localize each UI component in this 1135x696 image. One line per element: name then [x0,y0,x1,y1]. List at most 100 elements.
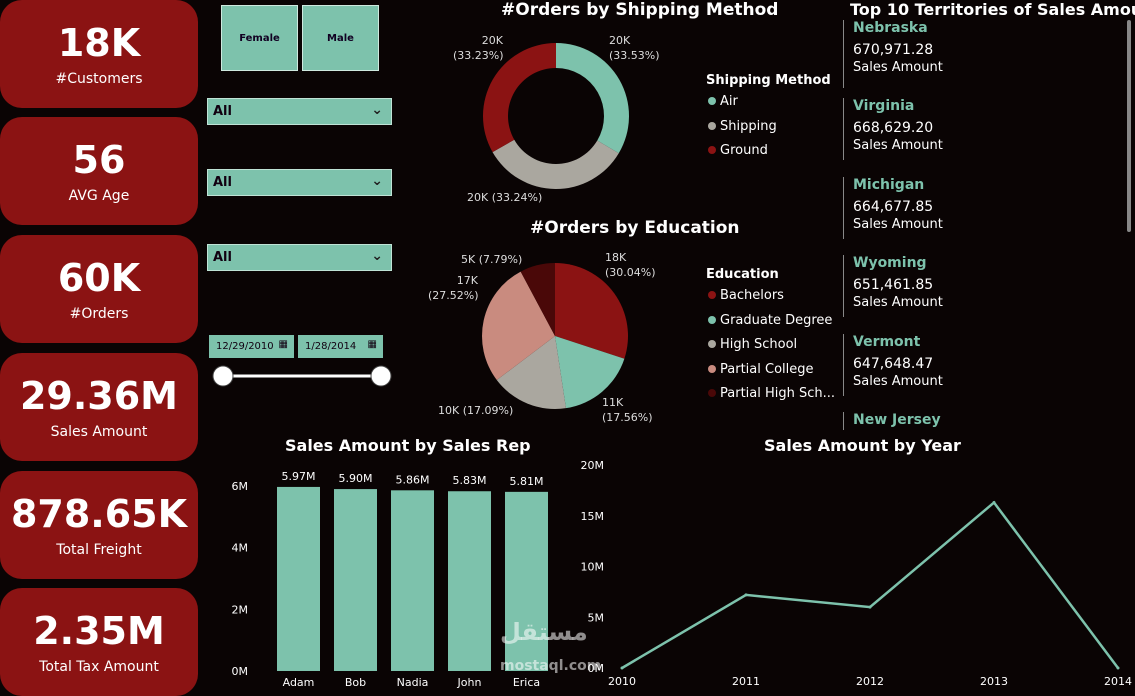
legend-item-partial-high[interactable]: Partial High Sch... [708,386,835,401]
y-tick-label: 0M [232,665,249,678]
kpi-total-freight: 878.65K Total Freight [0,471,198,579]
label-bachelors-value: 18K [605,251,627,264]
kpi-avg-age: 56 AVG Age [0,117,198,225]
slider-end-handle[interactable] [370,365,392,387]
education-chart-title: #Orders by Education [530,218,740,238]
legend-label: Partial College [720,362,814,377]
label-air-value: 20K [609,34,631,47]
territory-name: New Jersey [853,412,941,428]
slider-start-handle[interactable] [212,365,234,387]
bar-data-label: 5.81M [510,475,544,488]
filter-dropdown-2[interactable]: All ⌄ [207,169,392,196]
line-point[interactable] [620,666,624,670]
date-end-input[interactable]: 1/28/2014 ▦ [298,335,383,358]
x-tick-label: John [457,676,482,689]
legend-label: Graduate Degree [720,313,833,328]
label-ground: 20K (33.23%) [453,33,504,63]
territory-card: Vermont 647,648.47 Sales Amount [843,334,1133,396]
label-high-school: 10K (17.09%) [438,404,514,417]
label-air-pct: (33.53%) [609,49,660,62]
territories-title: Top 10 Territories of Sales Amount [850,0,1135,19]
bar-data-label: 5.90M [339,472,373,485]
bar[interactable] [391,490,434,671]
territory-sub-label: Sales Amount [853,217,943,232]
filter-dropdown-3[interactable]: All ⌄ [207,244,392,271]
date-end-value: 1/28/2014 [305,341,357,352]
x-tick-label: Bob [345,676,366,689]
kpi-total-tax: 2.35M Total Tax Amount [0,588,198,696]
legend-label: Bachelors [720,288,784,303]
bar[interactable] [448,491,491,671]
date-start-value: 12/29/2010 [216,341,274,352]
territory-name: Nebraska [853,20,928,36]
legend-item-bachelors[interactable]: Bachelors [708,288,784,303]
dropdown-value: All [213,175,232,190]
y-tick-label: 0M [588,662,605,675]
y-tick-label: 5M [588,611,605,624]
territories-scrollbar[interactable] [1127,20,1131,232]
line-point[interactable] [868,605,872,609]
legend-dot [708,316,716,324]
x-tick-label: 2011 [732,675,760,688]
legend-dot [708,291,716,299]
date-start-input[interactable]: 12/29/2010 ▦ [209,335,294,358]
territory-amount: 651,461.85 [853,277,934,293]
kpi-label: Sales Amount [50,424,148,440]
legend-item-ground[interactable]: Ground [708,143,768,158]
line-point[interactable] [744,593,748,597]
shipping-legend-title: Shipping Method [706,73,831,88]
line-point[interactable] [992,501,996,505]
legend-item-partial-college[interactable]: Partial College [708,362,814,377]
territory-name: Michigan [853,177,925,193]
calendar-icon[interactable]: ▦ [367,339,377,350]
bar[interactable] [277,486,320,671]
territory-name: Virginia [853,98,915,114]
territory-name: Wyoming [853,255,927,271]
x-tick-label: 2012 [856,675,884,688]
pie-slice-partial-high-school[interactable] [520,263,555,336]
kpi-value: 60K [57,256,141,300]
legend-item-shipping[interactable]: Shipping [708,119,777,134]
pie-slice-partial-college[interactable] [482,271,555,381]
calendar-icon[interactable]: ▦ [278,339,288,350]
date-range-slider[interactable] [205,360,400,392]
kpi-label: Total Freight [56,542,142,558]
label-graduate-value: 11K [602,396,624,409]
territory-card: New Jersey [843,412,1133,430]
bar-data-label: 5.86M [396,473,430,486]
territory-amount: 664,677.85 [853,199,934,215]
bar[interactable] [334,489,377,671]
pie-slice-graduate-degree[interactable] [555,336,625,409]
education-legend-title: Education [706,267,779,282]
label-air: 20K (33.53%) [609,33,660,63]
pie-slice-high-school[interactable] [496,336,566,409]
legend-item-graduate[interactable]: Graduate Degree [708,313,832,328]
shipping-chart-title: #Orders by Shipping Method [501,0,779,20]
bar-data-label: 5.83M [453,474,487,487]
donut-slice-air[interactable] [556,43,629,154]
territory-amount: 668,629.20 [853,120,934,136]
label-partial-high: 5K (7.79%) [461,253,523,266]
donut-slice-ground[interactable] [483,43,556,153]
kpi-label: #Orders [69,306,129,322]
label-bachelors-pct: (30.04%) [605,266,656,279]
x-tick-label: Nadia [397,676,429,689]
legend-item-high-school[interactable]: High School [708,337,797,352]
kpi-value: 29.36M [19,374,178,418]
legend-label: Partial High Sch... [720,386,836,401]
line-series[interactable] [621,500,1120,670]
y-tick-label: 15M [581,510,605,523]
pie-slice-bachelors[interactable] [555,263,628,359]
dropdown-value: All [213,104,232,119]
bar[interactable] [505,491,548,671]
gender-male-button[interactable]: Male [302,5,379,71]
legend-item-air[interactable]: Air [708,94,738,109]
filter-dropdown-1[interactable]: All ⌄ [207,98,392,125]
watermark-latin: mostaql.com [500,658,602,674]
gender-female-button[interactable]: Female [221,5,298,71]
donut-slice-shipping[interactable] [492,139,619,189]
territory-name: Vermont [853,334,921,350]
legend-dot [708,97,716,105]
line-point[interactable] [1116,666,1120,670]
label-partial-college-value: 17K [456,274,478,287]
